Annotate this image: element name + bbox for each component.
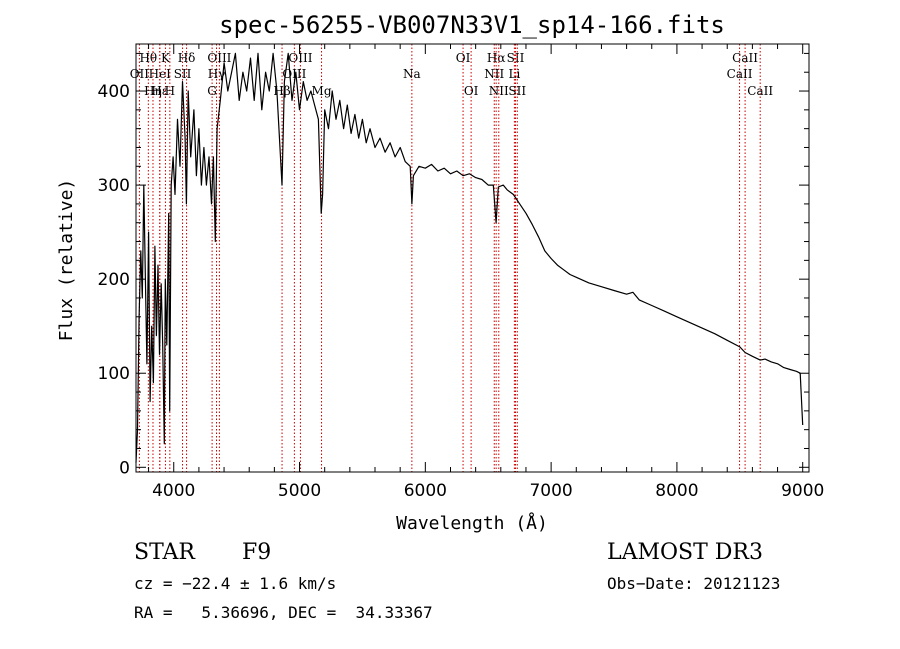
x-tick-label: 7000	[529, 481, 572, 501]
spectrum-chart: spec-56255-VB007N33V1_sp14-166.fits Hθ OI…	[56, 11, 824, 534]
x-axis-label: Wavelength (Å)	[396, 512, 548, 534]
spectral-line-label: Hα	[487, 51, 506, 65]
spectral-line-label: CaII	[747, 84, 773, 98]
spectrum-series	[135, 52, 804, 463]
x-tick-label: 9000	[781, 481, 824, 501]
y-tick-label: 0	[119, 458, 130, 478]
spectral-line-label: K	[161, 51, 171, 65]
spectral-line-label: Hθ	[139, 51, 157, 65]
chart-title: spec-56255-VB007N33V1_sp14-166.fits	[219, 11, 725, 39]
spectral-line-label: OIII	[207, 51, 231, 65]
spectral-line-label: OIII	[282, 67, 306, 81]
object-subclass: F9	[242, 540, 272, 565]
x-tick-label: 6000	[404, 481, 447, 501]
axis-ticks: 4000 5000 6000 7000 8000 9000 0 100 200 300 400	[98, 44, 824, 501]
spectral-line-label: OII	[130, 67, 150, 81]
spectral-line-label: CaII	[727, 67, 753, 81]
spectral-line-label: Li	[508, 67, 520, 81]
spectral-line-label: NII	[484, 67, 504, 81]
spectral-line-label: Hδ	[178, 51, 196, 65]
spectral-line-label: Mg	[312, 84, 332, 98]
spectral-line-label: HeI	[149, 67, 172, 81]
x-tick-label: 8000	[655, 481, 698, 501]
x-tick-label: 4000	[152, 481, 195, 501]
spectral-line-label: SII	[507, 51, 525, 65]
spectral-line-label: SII	[174, 67, 192, 81]
x-tick-label: 5000	[278, 481, 321, 501]
spectral-line-label: Na	[403, 67, 421, 81]
spectral-line-label: Hη	[144, 84, 162, 98]
spectral-line-label: Hβ	[273, 84, 290, 98]
y-tick-label: 300	[98, 176, 130, 196]
redshift-readout: cz = −22.4 ± 1.6 km/s	[134, 574, 337, 593]
flux-series-line	[135, 52, 804, 463]
spectral-line-label: H	[165, 84, 175, 98]
spectral-line-label: Hε	[151, 84, 168, 98]
object-class: STAR	[134, 540, 195, 565]
survey-name: LAMOST DR3	[607, 540, 763, 565]
spectral-line-label: Hγ	[208, 67, 226, 81]
y-tick-label: 200	[98, 270, 130, 290]
coordinates-readout: RA = 5.36696, DEC = 34.33367	[134, 603, 433, 622]
spectral-line-label: SII	[508, 84, 526, 98]
spectral-line-label: OIII	[288, 51, 312, 65]
spectral-line-label: CaII	[732, 51, 758, 65]
y-tick-label: 100	[98, 364, 130, 384]
observation-date: Obs−Date: 20121123	[607, 574, 781, 593]
spectral-line-label: OI	[456, 51, 471, 65]
plot-frame	[135, 43, 810, 473]
spectral-line-label: NII	[489, 84, 509, 98]
y-tick-label: 400	[98, 82, 130, 102]
y-axis-label: Flux (relative)	[56, 179, 77, 342]
spectral-line-label: G	[207, 84, 217, 98]
spectral-line-label: OI	[464, 84, 479, 98]
